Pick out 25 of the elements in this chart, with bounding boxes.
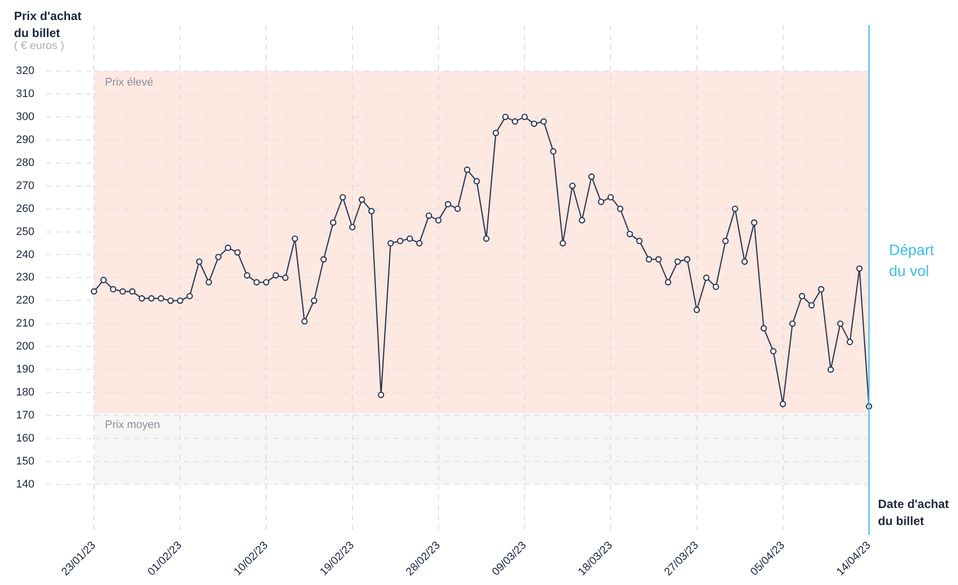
y-tick-label: 140 (16, 478, 34, 490)
y-tick-label: 230 (16, 272, 34, 284)
y-tick-label: 190 (16, 364, 34, 376)
band-label: Prix moyen (105, 418, 160, 431)
y-tick-label: 220 (16, 294, 34, 307)
y-tick-label: 150 (16, 456, 34, 468)
y-tick-label: 180 (16, 386, 34, 399)
y-tick-label: 210 (16, 318, 34, 330)
y-tick-label: 160 (16, 432, 34, 445)
y-tick-label: 300 (16, 110, 34, 123)
y-tick-label: 280 (16, 156, 34, 169)
band-label: Prix élevé (105, 76, 154, 88)
y-tick-label: 250 (16, 226, 34, 238)
ref-line-label: Départ du vol (889, 242, 935, 280)
y-tick-label: 270 (16, 180, 34, 192)
y-tick-label: 290 (16, 134, 34, 146)
text: ( € euros ) (14, 40, 64, 52)
y-tick-label: 320 (16, 64, 34, 77)
y-tick-label: 170 (16, 410, 34, 422)
y-tick-label: 240 (16, 248, 34, 261)
x-axis-title: Date d'achat du billet (878, 496, 950, 530)
y-tick-label: 310 (16, 88, 34, 100)
y-axis-title: Prix d'achat du billet (14, 8, 83, 41)
y-tick-label: 200 (16, 340, 34, 353)
y-tick-label: 260 (16, 202, 34, 215)
